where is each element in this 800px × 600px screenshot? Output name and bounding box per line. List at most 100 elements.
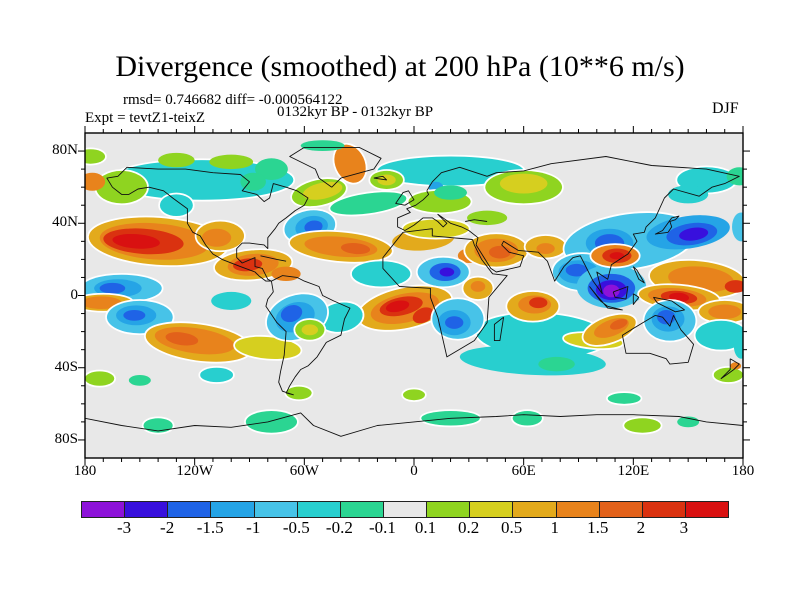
- colorbar-level-label: -0.1: [368, 518, 396, 537]
- coastline-path: [612, 286, 629, 300]
- anomaly-region: [141, 416, 175, 435]
- colorbar-level-label: -0.5: [282, 518, 310, 537]
- colorbar-level-label: -2: [160, 518, 175, 537]
- colorbar-level-label: 0.2: [457, 518, 480, 537]
- y-axis-tick-label: 40N: [52, 214, 78, 231]
- x-axis-tick-label: 0: [410, 463, 418, 479]
- coastline-path: [289, 146, 382, 188]
- anomaly-region: [211, 291, 252, 310]
- anomaly-region: [284, 384, 314, 402]
- anomaly-region: [128, 374, 151, 386]
- anomaly-region: [708, 304, 742, 319]
- coastline-path: [720, 358, 740, 380]
- colorbar-level-label: 2: [636, 518, 646, 537]
- colorbar-cell: [642, 502, 686, 517]
- anomaly-region: [165, 332, 199, 346]
- colorbar-level-label: -0.2: [325, 518, 353, 537]
- period-label: 0132kyr BP - 0132kyr BP: [276, 104, 434, 120]
- colorbar-level-label: -1: [246, 518, 261, 537]
- anomaly-region: [85, 369, 116, 388]
- anomaly-region: [565, 263, 588, 277]
- colorbar-level-label: 0.5: [501, 518, 523, 537]
- anomaly-region: [467, 210, 508, 226]
- x-axis-tick-label: 60E: [511, 463, 536, 479]
- anomaly-region: [85, 147, 107, 166]
- experiment-label: Expt = tevtZ1-teixZ: [85, 110, 206, 126]
- colorbar-cell: [125, 502, 169, 517]
- y-axis-tick-label: 80S: [54, 430, 78, 447]
- anomaly-region: [209, 154, 254, 170]
- coastline-path: [632, 266, 645, 284]
- anomaly-region: [385, 300, 410, 313]
- coastline-path: [106, 166, 309, 282]
- anomaly-region: [158, 192, 195, 218]
- anomaly-region: [85, 296, 122, 310]
- anomaly-region: [158, 152, 195, 168]
- colorbar-cell: [340, 502, 384, 517]
- anomaly-region: [733, 333, 743, 359]
- colorbar-cell: [254, 502, 298, 517]
- anomaly-region: [657, 309, 676, 325]
- colorbar-level-label: 1.5: [587, 518, 609, 537]
- coastline-path: [493, 316, 505, 342]
- coastline-path: [397, 156, 740, 295]
- colorbar-cell: [685, 502, 729, 517]
- colorbar-level-label: 0.1: [414, 518, 437, 537]
- anomaly-region: [538, 356, 575, 372]
- coastline-path: [653, 296, 685, 313]
- map-panel: [78, 126, 750, 465]
- coastline-path: [260, 255, 287, 262]
- anomaly-region: [300, 140, 345, 152]
- plot-title: Divergence (smoothed) at 200 hPa (10**6 …: [115, 50, 685, 83]
- x-axis-tick-label: 60W: [289, 463, 319, 479]
- y-axis-tick-label: 0: [70, 286, 79, 303]
- anomaly-region: [679, 227, 709, 241]
- anomaly-region: [301, 324, 319, 336]
- anomaly-region: [123, 309, 146, 321]
- colorbar-level-label: 3: [679, 518, 689, 537]
- anomaly-region: [401, 217, 471, 240]
- colorbar: [81, 501, 729, 518]
- map-plot: [78, 126, 750, 465]
- anomaly-region: [488, 245, 511, 259]
- colorbar-cell: [470, 502, 514, 517]
- colorbar-level-label: -1.5: [196, 518, 224, 537]
- anomaly-region: [240, 172, 266, 191]
- y-axis-tick-label: 80N: [52, 142, 78, 159]
- x-axis-tick-label: 180: [73, 463, 97, 479]
- stats-line: rmsd= 0.746682 diff= -0.000564122: [123, 92, 343, 108]
- coastline-path: [265, 275, 351, 396]
- anomaly-region: [94, 169, 149, 206]
- anomaly-region: [112, 233, 160, 249]
- colorbar-cell: [556, 502, 600, 517]
- colorbar-level-label: 1: [550, 518, 559, 537]
- anomaly-region: [99, 282, 126, 294]
- anomaly-region: [445, 316, 464, 329]
- colorbar-cell: [513, 502, 557, 517]
- y-axis-tick-label: 40S: [54, 358, 78, 375]
- anomaly-region: [85, 172, 106, 191]
- anomaly-region: [603, 284, 620, 298]
- coastline-path: [632, 293, 640, 305]
- anomaly-region: [439, 267, 455, 277]
- anomaly-region: [328, 190, 409, 217]
- x-axis-tick-label: 120E: [617, 463, 650, 479]
- colorbar-level-label: -3: [116, 518, 132, 537]
- coastline-path: [395, 190, 415, 206]
- anomaly-region: [536, 243, 555, 254]
- season-label: DJF: [712, 100, 739, 117]
- colorbar-cell: [297, 502, 341, 517]
- anomaly-region: [304, 220, 323, 234]
- anomaly-region: [609, 319, 628, 330]
- coastline-path: [373, 175, 388, 181]
- coastline-path: [85, 412, 743, 437]
- coastline-path: [589, 286, 623, 311]
- colorbar-cell: [82, 502, 126, 517]
- anomaly-region: [622, 416, 663, 435]
- anomaly-region: [529, 297, 548, 309]
- anomaly-region: [605, 391, 643, 406]
- anomaly-region: [510, 409, 544, 428]
- coastline-path: [465, 219, 488, 222]
- colorbar-cell: [427, 502, 471, 517]
